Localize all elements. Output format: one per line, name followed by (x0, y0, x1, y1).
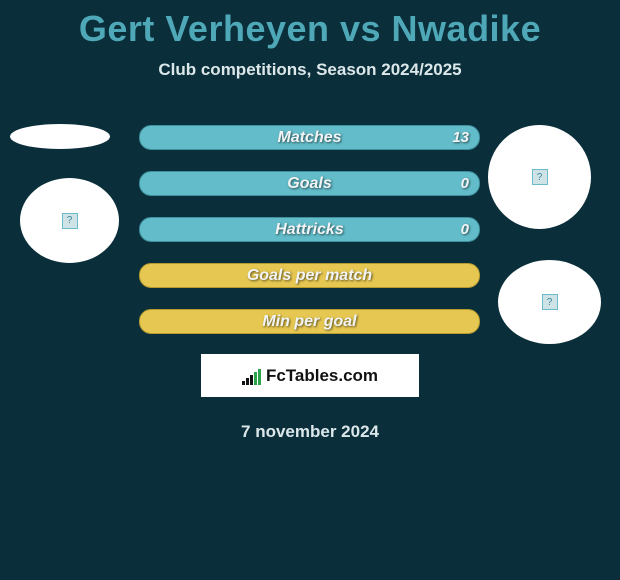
logo-box: FcTables.com (201, 354, 419, 397)
placeholder-icon: ? (62, 213, 78, 229)
stat-bar-label: Hattricks (275, 221, 343, 239)
stat-bar-value: 0 (461, 175, 469, 192)
avatar (10, 124, 110, 149)
avatar: ? (488, 125, 591, 229)
stat-bar: Goals 0 (139, 171, 480, 196)
stat-bar-label: Goals per match (247, 267, 372, 285)
stat-bar-label: Min per goal (262, 313, 356, 331)
placeholder-icon: ? (542, 294, 558, 310)
logo-text: FcTables.com (266, 366, 378, 386)
stat-bar: Hattricks 0 (139, 217, 480, 242)
stat-bar-value: 13 (452, 129, 469, 146)
placeholder-icon: ? (532, 169, 548, 185)
avatar: ? (20, 178, 119, 263)
date-text: 7 november 2024 (0, 422, 620, 442)
stat-bar: Goals per match (139, 263, 480, 288)
stat-bar-label: Matches (277, 129, 341, 147)
avatar: ? (498, 260, 601, 344)
stat-bar: Min per goal (139, 309, 480, 334)
page-title: Gert Verheyen vs Nwadike (0, 0, 620, 50)
stat-bar: Matches 13 (139, 125, 480, 150)
stat-bar-value: 0 (461, 221, 469, 238)
stat-bar-label: Goals (287, 175, 331, 193)
logo-chart-icon (242, 367, 262, 385)
stats-bars: Matches 13 Goals 0 Hattricks 0 Goals per match… (139, 125, 480, 355)
logo: FcTables.com (242, 366, 378, 386)
subtitle: Club competitions, Season 2024/2025 (0, 60, 620, 80)
